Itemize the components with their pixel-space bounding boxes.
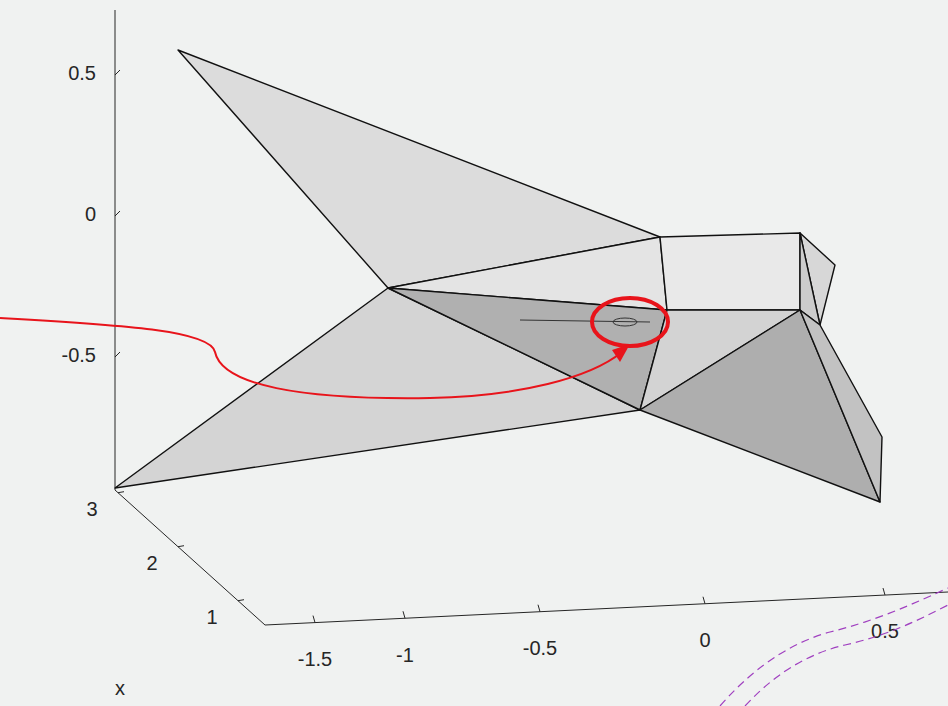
svg-text:-1: -1 bbox=[396, 644, 414, 666]
svg-text:-1.5: -1.5 bbox=[298, 648, 332, 670]
svg-text:0: 0 bbox=[699, 629, 710, 651]
svg-text:1: 1 bbox=[206, 606, 217, 628]
svg-text:0.5: 0.5 bbox=[68, 62, 96, 84]
svg-text:0: 0 bbox=[85, 203, 96, 225]
svg-text:-0.5: -0.5 bbox=[523, 637, 557, 659]
svg-text:0.5: 0.5 bbox=[871, 620, 899, 642]
svg-text:x: x bbox=[115, 677, 125, 699]
svg-text:-0.5: -0.5 bbox=[62, 344, 96, 366]
svg-text:3: 3 bbox=[86, 498, 97, 520]
svg-text:2: 2 bbox=[146, 552, 157, 574]
